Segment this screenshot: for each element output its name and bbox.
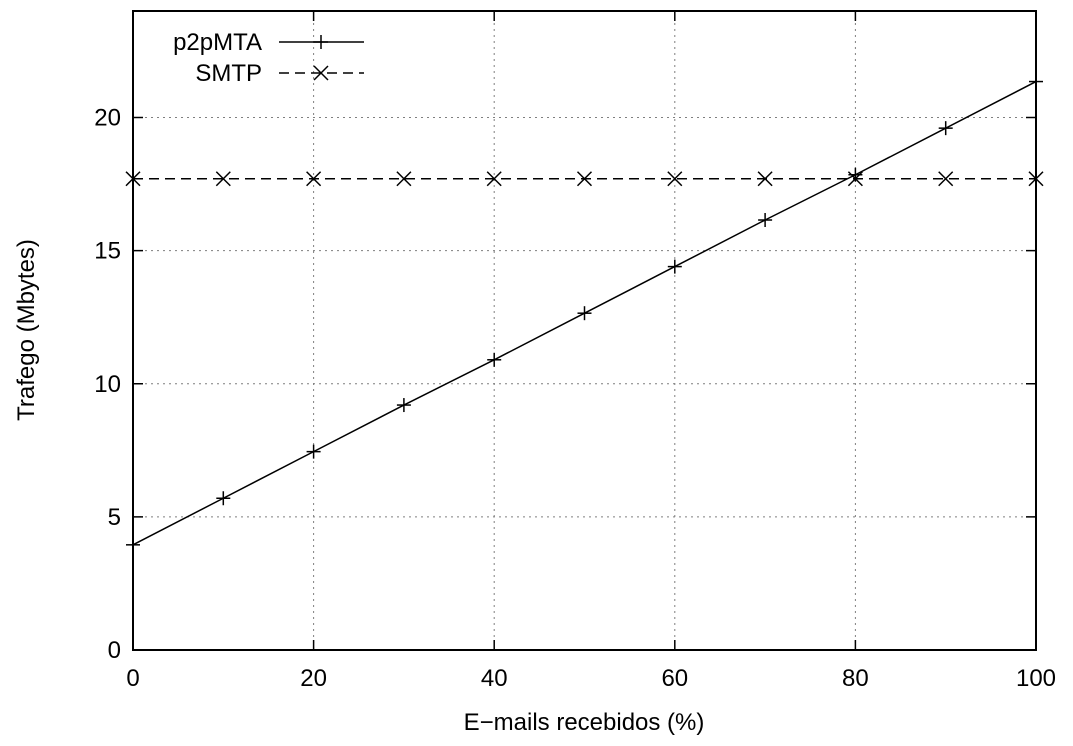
legend-marker <box>314 35 328 49</box>
data-point <box>216 491 230 505</box>
y-tick-label: 5 <box>108 504 121 531</box>
x-tick-label: 40 <box>481 665 508 692</box>
legend-label: SMTP <box>195 60 262 87</box>
y-tick-label: 15 <box>94 238 121 265</box>
y-tick-label: 10 <box>94 371 121 398</box>
axis-ticks <box>133 11 1036 650</box>
series-smtp <box>126 172 1043 186</box>
plot-frame <box>133 11 1036 650</box>
x-tick-label: 20 <box>300 665 327 692</box>
tick-labels: 0 20 40 60 80 100 0 5 10 15 20 <box>94 105 1056 693</box>
y-tick-label: 0 <box>108 637 121 664</box>
y-tick-label: 20 <box>94 105 121 132</box>
data-point <box>758 213 772 227</box>
series-layer <box>126 75 1043 552</box>
data-point <box>578 306 592 320</box>
grid-lines <box>133 11 1036 650</box>
x-tick-label: 60 <box>661 665 688 692</box>
legend-label: p2pMTA <box>173 29 262 56</box>
x-tick-label: 100 <box>1016 665 1056 692</box>
legend-entry-smtp: SMTP <box>195 60 364 87</box>
data-point <box>668 260 682 274</box>
legend-entry-p2pmta: p2pMTA <box>173 29 364 56</box>
x-tick-label: 80 <box>842 665 869 692</box>
x-axis-label: E−mails recebidos (%) <box>464 709 705 736</box>
data-point <box>487 353 501 367</box>
data-point <box>307 445 321 459</box>
y-axis-label: Trafego (Mbytes) <box>13 239 40 421</box>
series-p2pmta <box>126 75 1043 552</box>
x-tick-label: 0 <box>126 665 139 692</box>
data-point <box>939 121 953 135</box>
data-point <box>397 398 411 412</box>
legend: p2pMTA SMTP <box>173 29 364 87</box>
